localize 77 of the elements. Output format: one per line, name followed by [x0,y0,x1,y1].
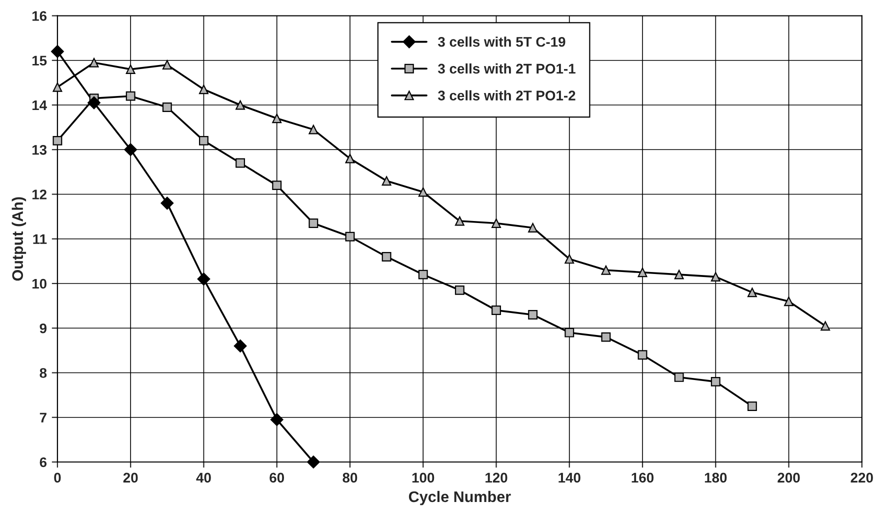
point [308,124,318,134]
point [234,340,247,352]
point [564,254,574,264]
point [197,272,210,286]
point [492,306,501,315]
point [564,328,574,338]
y-tick-label: 11 [33,234,47,244]
point [454,216,464,226]
point [382,176,392,186]
x-tick-label: 60 [270,472,284,483]
legend-label: 3 cells with 2T PO1-1 [438,63,576,74]
point [601,265,611,275]
point [236,100,246,110]
y-axis-title: Output (Ah) [12,197,26,281]
point [272,180,282,190]
x-tick-label: 80 [342,472,358,483]
point [162,60,172,70]
point [638,268,648,278]
y-tick-label: 12 [32,190,46,200]
point [160,196,174,210]
point [418,270,428,280]
x-tick-label: 180 [704,472,727,483]
point [418,187,428,197]
y-tick-label: 7 [40,412,46,422]
x-tick-label: 160 [632,472,654,483]
point [638,350,648,360]
point [528,223,538,232]
x-tick-label: 20 [123,472,138,483]
y-tick-label: 6 [40,457,47,468]
point [710,272,720,282]
point [454,285,464,295]
point [601,332,611,342]
point [272,114,282,124]
x-tick-label: 200 [778,472,800,483]
point [674,372,684,382]
point [162,102,172,112]
point [270,413,284,426]
x-tick-label: 120 [486,472,508,483]
point [124,143,138,156]
y-tick-label: 13 [32,144,47,155]
point [820,321,830,331]
point [710,376,720,386]
point [199,84,208,94]
point [126,64,136,74]
point [747,288,757,298]
x-tick-label: 100 [412,472,434,483]
point [308,218,318,228]
legend-label: 3 cells with 5T C-19 [438,36,566,47]
point [199,136,208,146]
legend-label: 3 cells with 2T PO1-2 [438,90,576,100]
point [306,456,320,468]
point [528,310,538,320]
y-tick-label: 15 [32,56,47,66]
point [747,402,757,411]
point [382,252,392,262]
y-tick-label: 8 [40,368,47,378]
point [236,158,246,168]
y-tick-label: 16 [32,11,47,21]
point [345,154,355,164]
point [51,45,64,58]
point [126,91,136,101]
x-tick-label: 40 [196,472,211,483]
y-tick-label: 9 [40,323,47,334]
point [345,232,355,242]
y-tick-label: 10 [32,278,46,289]
point [492,218,501,228]
x-tick-label: 220 [850,472,873,483]
y-tick-label: 14 [32,100,47,110]
x-tick-label: 140 [558,472,580,483]
point [784,296,794,306]
x-axis-title: Cycle Number [408,490,511,506]
point [52,136,62,146]
point [89,58,99,68]
point [674,270,684,280]
x-tick-label: 0 [54,472,61,483]
point [52,82,62,92]
point [88,96,100,110]
